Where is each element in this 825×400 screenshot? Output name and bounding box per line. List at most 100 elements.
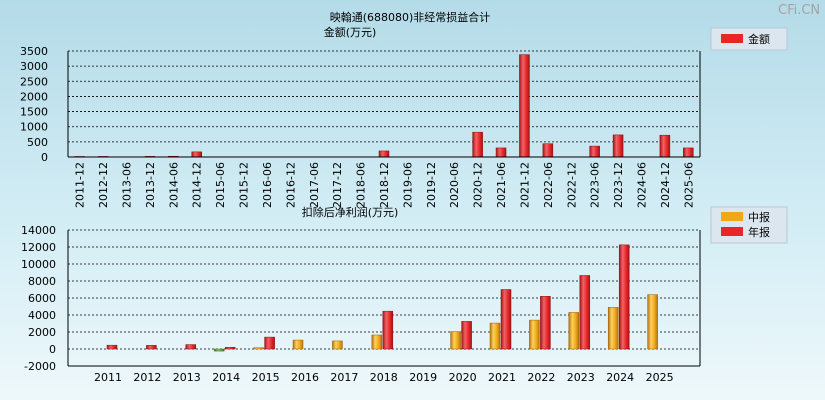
chart1-x-tick: 2014-12 — [191, 162, 204, 208]
chart1-legend-label: 金额 — [748, 32, 770, 46]
chart2-bar-interim — [332, 340, 343, 350]
chart1-x-tick: 2025-06 — [682, 162, 695, 208]
chart1-legend-box — [710, 27, 788, 51]
chart2-x-tick: 2014 — [212, 371, 240, 384]
chart2-bar-annual — [224, 347, 236, 350]
chart2-bar-annual — [461, 321, 472, 350]
chart2-x-tick: 2020 — [449, 371, 477, 384]
chart1-y-tick: 500 — [27, 136, 48, 149]
chart1-legend: 金额 — [710, 27, 788, 51]
watermark: CFi.CN — [778, 3, 820, 18]
chart2-bar-interim — [647, 294, 658, 350]
chart2-x-tick: 2017 — [330, 371, 358, 384]
chart1-y-tick: 1000 — [20, 121, 48, 134]
chart2-y-tick: 0 — [49, 343, 56, 356]
chart1-bar — [542, 143, 554, 158]
chart2-bar-interim — [489, 322, 501, 350]
chart2-x-tick: 2013 — [173, 371, 201, 384]
chart1-x-tick: 2023-12 — [612, 162, 625, 208]
chart2-bar-annual — [106, 344, 118, 350]
chart1-bar — [378, 150, 390, 158]
chart2-bar-interim — [529, 319, 540, 350]
chart2-x-tick: 2016 — [291, 371, 319, 384]
chart2-legend-label: 中报 — [748, 210, 770, 224]
chart2-x-tick: 2025 — [646, 371, 674, 384]
chart2-y-tick: 10000 — [21, 258, 56, 271]
chart2-bar-annual — [146, 345, 157, 350]
chart2-legend-label: 年报 — [748, 225, 770, 239]
chart2-x-tick: 2015 — [252, 371, 280, 384]
chart2-x-tick: 2011 — [94, 371, 122, 384]
chart1-bar — [612, 134, 624, 158]
chart1-bar — [495, 147, 507, 158]
chart2-y-tick: 6000 — [28, 292, 56, 305]
chart2-y-tick: 2000 — [28, 326, 56, 339]
chart1-x-tick: 2020-06 — [448, 162, 461, 208]
chart2-bar-annual — [185, 344, 197, 350]
chart2-bar-annual — [540, 296, 551, 350]
chart1-x-tick: 2024-06 — [635, 162, 648, 208]
chart1-x-tick: 2015-06 — [214, 162, 227, 208]
chart1-y-tick: 3000 — [20, 60, 48, 73]
chart2-bar-annual — [500, 289, 512, 350]
chart1-bar — [659, 134, 671, 158]
chart1-x-tick: 2016-06 — [261, 162, 274, 208]
chart2-legend-swatch — [721, 227, 743, 236]
chart2-x-tick: 2021 — [488, 371, 516, 384]
chart1-y-tick: 1500 — [20, 106, 48, 119]
chart1-x-tick: 2021-06 — [495, 162, 508, 208]
chart2-x-tick: 2012 — [133, 371, 161, 384]
chart-non-recurring-profit-loss: 映翰通(688080)非经常损益合计 金额(万元) 0 500 1000 1500 20… — [20, 10, 788, 208]
chart1-x-tick: 2023-06 — [589, 162, 602, 208]
chart2-y-tick: 12000 — [21, 241, 56, 254]
chart1-bar — [191, 151, 202, 158]
chart2-x-tick: 2023 — [567, 371, 595, 384]
chart1-bar — [472, 131, 483, 158]
chart2-x-tick: 2019 — [409, 371, 437, 384]
chart1-x-tick: 2014-06 — [167, 162, 180, 208]
chart1-x-tick: 2017-12 — [331, 162, 344, 208]
chart1-x-tick: 2017-06 — [308, 162, 321, 208]
chart1-legend-swatch — [721, 34, 743, 43]
chart2-bar-annual — [382, 310, 394, 350]
chart1-x-tick: 2024-12 — [659, 162, 672, 208]
chart1-x-tick: 2022-12 — [565, 162, 578, 208]
chart2-y-tick: 4000 — [28, 309, 56, 322]
chart2-bar-interim — [253, 347, 264, 350]
chart1-x-tick: 2016-12 — [284, 162, 297, 208]
chart2-bar-annual — [264, 336, 275, 350]
chart2-x-tick: 2022 — [527, 371, 555, 384]
chart2-bar-annual — [618, 244, 630, 350]
chart1-x-tick: 2013-06 — [121, 162, 134, 208]
chart1-x-tick: 2015-12 — [238, 162, 251, 208]
chart2-y-tick: 8000 — [28, 275, 56, 288]
chart1-title: 映翰通(688080)非经常损益合计 — [330, 10, 491, 24]
chart2-legend-swatch — [721, 212, 743, 221]
chart1-x-tick: 2018-06 — [355, 162, 368, 208]
chart1-ylabel: 金额(万元) — [324, 25, 377, 39]
chart2-title: 扣除后净利润(万元) — [302, 205, 399, 219]
chart1-x-tick: 2022-06 — [542, 162, 555, 208]
chart1-x-tick: 2019-06 — [401, 162, 414, 208]
chart1-x-tick: 2011-12 — [74, 162, 87, 208]
chart2-x-tick: 2024 — [606, 371, 634, 384]
chart2-bar-interim — [607, 307, 619, 350]
chart1-bar — [519, 54, 530, 158]
chart1-y-tick: 3500 — [20, 45, 48, 58]
chart2-bar-interim — [450, 331, 461, 350]
chart2-x-tick: 2018 — [370, 371, 398, 384]
chart2-bar-interim — [213, 348, 225, 352]
chart1-bar — [683, 147, 694, 158]
chart2-bar-interim — [568, 312, 580, 350]
chart1-x-tick: 2012-12 — [97, 162, 110, 208]
chart2-y-tick: 14000 — [21, 224, 56, 237]
chart-deducted-net-profit: 扣除后净利润(万元) -2000 0 2000 4000 6000 8000 10000 12… — [21, 205, 788, 384]
chart1-x-tick: 2021-12 — [518, 162, 531, 208]
chart2-bar-interim — [292, 339, 304, 350]
chart1-x-tick: 2020-12 — [472, 162, 485, 208]
chart1-x-tick: 2019-12 — [425, 162, 438, 208]
chart1-x-tick: 2013-12 — [144, 162, 157, 208]
chart2-bar-interim — [371, 334, 383, 350]
